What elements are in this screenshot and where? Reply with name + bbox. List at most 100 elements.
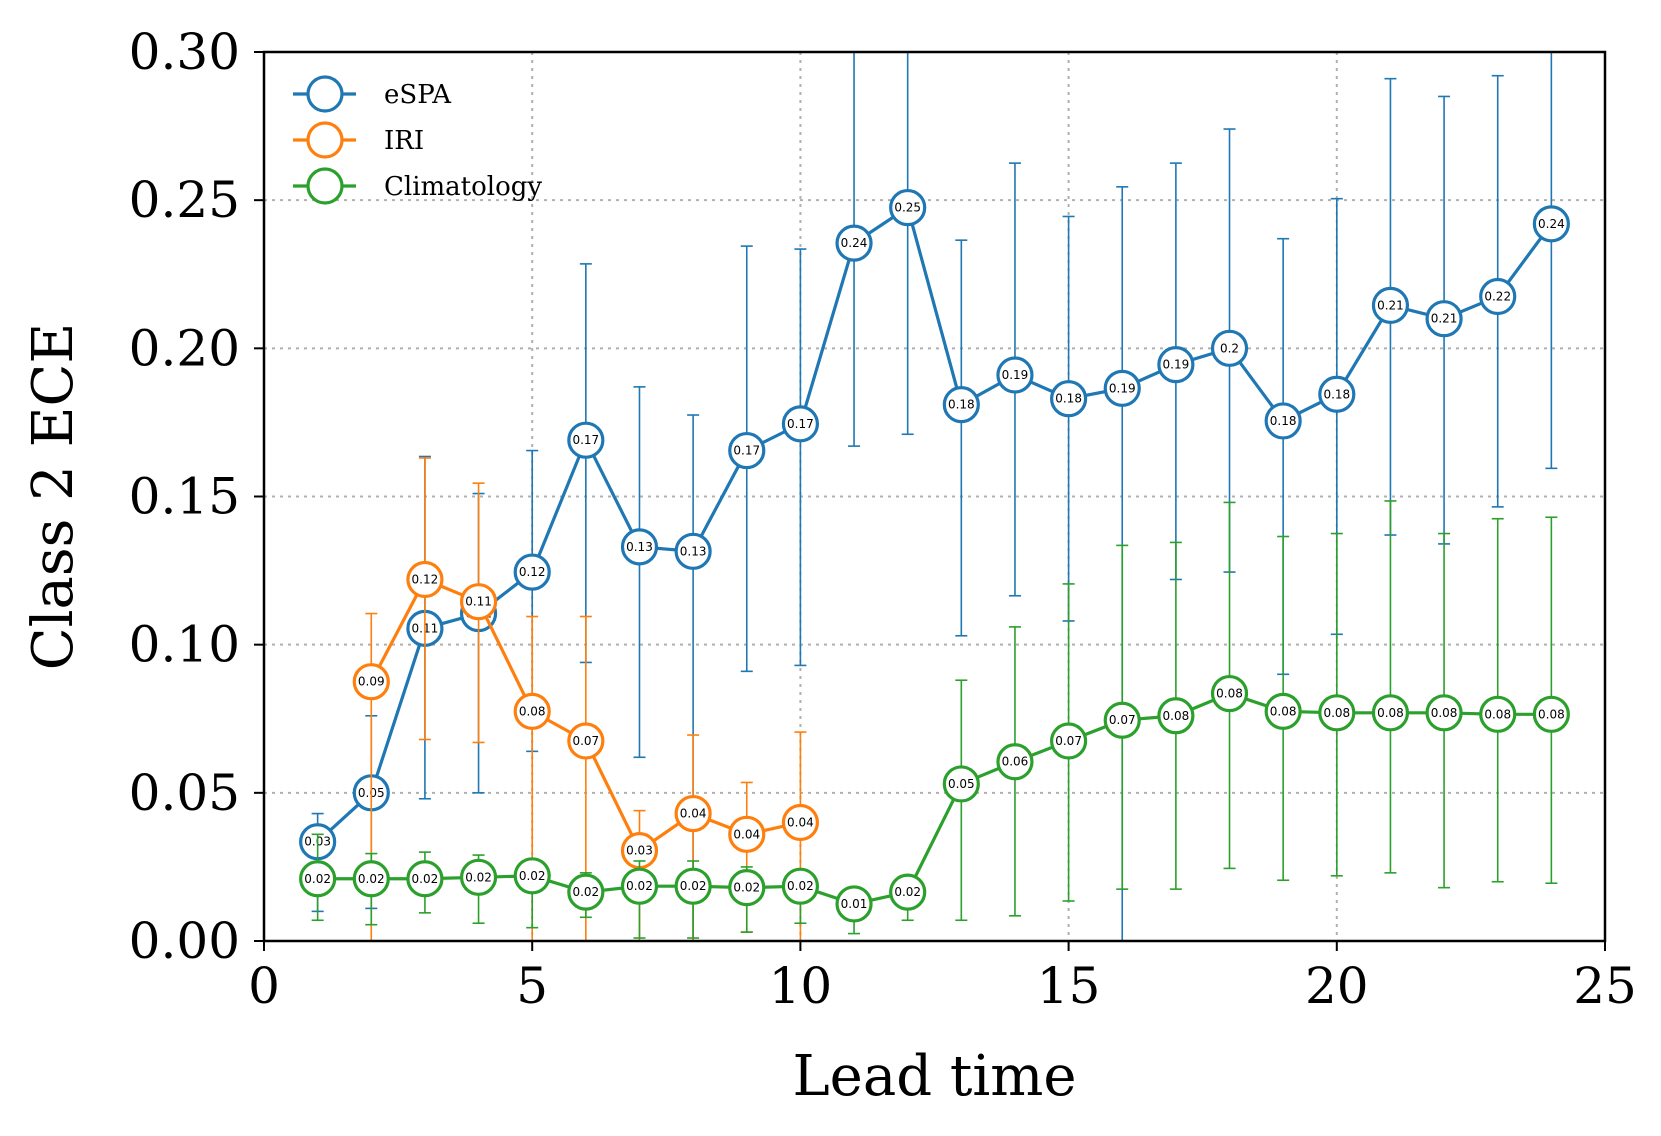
data-label: 0.12 xyxy=(412,572,439,586)
data-point xyxy=(728,869,766,907)
series-line xyxy=(317,691,1552,906)
series-espa: 0.030.050.110.110.120.170.130.130.170.17… xyxy=(299,51,1570,942)
legend-label: Climatology xyxy=(384,172,542,202)
data-point xyxy=(567,722,605,760)
data-point xyxy=(1264,692,1302,730)
x-tick-label: 5 xyxy=(516,957,548,1015)
data-label: 0.19 xyxy=(1109,381,1136,395)
data-label: 0.17 xyxy=(572,433,599,447)
legend-item-espa: eSPA xyxy=(293,75,452,113)
data-label: 0.02 xyxy=(412,872,439,886)
data-label: 0.02 xyxy=(894,885,921,899)
legend-marker xyxy=(306,75,344,113)
data-label: 0.08 xyxy=(1377,706,1404,720)
y-tick-label: 0.05 xyxy=(129,764,240,822)
data-label: 0.03 xyxy=(626,844,653,858)
data-label: 0.02 xyxy=(304,872,331,886)
data-label: 0.08 xyxy=(1163,709,1190,723)
data-label: 0.19 xyxy=(1002,368,1029,382)
x-tick-label: 0 xyxy=(248,957,280,1015)
data-point xyxy=(1479,695,1517,733)
data-point xyxy=(1425,300,1463,338)
series-iri: 0.09 0.12 0.11 0.08 0.07 0.03 0.04 0.04 0.04 xyxy=(352,457,820,942)
series-line xyxy=(316,205,1553,843)
data-label: 0.02 xyxy=(519,869,546,883)
data-point xyxy=(1318,694,1356,732)
data-label: 0.18 xyxy=(1055,392,1082,406)
data-label: 0.05 xyxy=(948,777,975,791)
legend-item-iri: IRI xyxy=(293,121,424,159)
data-point xyxy=(1532,695,1570,733)
data-point xyxy=(352,860,390,898)
legend-marker xyxy=(306,121,344,159)
data-point xyxy=(835,885,873,923)
data-point xyxy=(406,860,444,898)
x-tick-label: 10 xyxy=(769,957,833,1015)
data-point xyxy=(674,867,712,905)
data-label: 0.08 xyxy=(1270,704,1297,718)
data-point xyxy=(1264,402,1302,440)
data-label: 0.2 xyxy=(1220,341,1239,355)
y-tick-label: 0.15 xyxy=(129,468,240,526)
data-point xyxy=(996,743,1034,781)
data-point xyxy=(1318,375,1356,413)
data-point xyxy=(352,663,390,701)
data-label: 0.07 xyxy=(1109,713,1136,727)
x-tick-label: 20 xyxy=(1305,957,1369,1015)
data-label: 0.09 xyxy=(358,675,385,689)
data-label: 0.02 xyxy=(787,879,814,893)
legend-marker xyxy=(306,167,344,205)
x-tick-label: 25 xyxy=(1573,957,1637,1015)
data-point xyxy=(781,405,820,443)
data-point xyxy=(1425,694,1463,732)
series-layer: 0.030.050.110.110.120.170.130.130.170.17… xyxy=(299,51,1570,942)
data-point xyxy=(1103,701,1141,739)
data-label: 0.24 xyxy=(841,236,868,250)
data-label: 0.07 xyxy=(572,734,599,748)
data-point xyxy=(513,857,551,895)
legend-label: eSPA xyxy=(384,80,452,110)
data-point xyxy=(567,873,605,911)
data-label: 0.02 xyxy=(572,885,599,899)
y-tick-label: 0.30 xyxy=(129,23,240,81)
data-point xyxy=(835,224,873,262)
data-point xyxy=(620,867,659,905)
data-point xyxy=(1157,697,1195,735)
data-point xyxy=(1049,380,1088,418)
legend-item-climatology: Climatology xyxy=(293,167,542,205)
data-point xyxy=(942,765,980,803)
y-tick-label: 0.20 xyxy=(129,319,240,377)
data-label: 0.17 xyxy=(787,417,814,431)
data-label: 0.18 xyxy=(948,398,975,412)
data-label: 0.08 xyxy=(1538,707,1565,721)
data-label: 0.25 xyxy=(894,201,921,215)
axes: 0 5 10 15 20 25 0.00 0.05 0.10 0.15 0.20 0.25 0.30 xyxy=(129,23,1637,1015)
data-label: 0.11 xyxy=(465,595,492,609)
data-point xyxy=(1210,329,1249,367)
x-axis-title: Lead time xyxy=(792,1044,1076,1109)
data-point xyxy=(728,431,766,470)
data-label: 0.07 xyxy=(1055,734,1082,748)
data-point xyxy=(728,815,766,853)
data-label: 0.24 xyxy=(1538,217,1565,231)
data-label: 0.21 xyxy=(1431,312,1458,326)
data-point xyxy=(996,356,1034,394)
data-label: 0.17 xyxy=(733,444,760,458)
data-label: 0.18 xyxy=(1270,414,1297,428)
data-label: 0.13 xyxy=(680,544,707,558)
data-label: 0.06 xyxy=(1002,755,1029,769)
data-point xyxy=(1157,346,1195,384)
data-label: 0.04 xyxy=(787,815,814,829)
data-point xyxy=(513,553,551,591)
data-point xyxy=(459,583,498,621)
data-label: 0.08 xyxy=(1323,706,1350,720)
data-point xyxy=(1532,205,1570,243)
data-label: 0.22 xyxy=(1484,289,1511,303)
data-label: 0.04 xyxy=(680,807,707,821)
y-tick-label: 0.00 xyxy=(129,912,240,970)
data-point xyxy=(1371,694,1410,732)
data-point xyxy=(1103,369,1141,407)
data-label: 0.02 xyxy=(465,870,492,884)
data-point xyxy=(1049,722,1088,760)
